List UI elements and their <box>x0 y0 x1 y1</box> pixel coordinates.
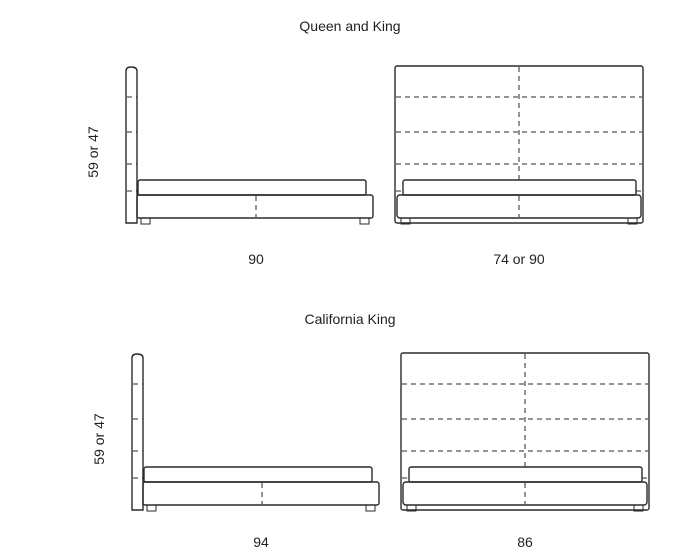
height-label: 59 or 47 <box>85 126 101 178</box>
front-width-label: 86 <box>517 534 533 550</box>
height-label: 59 or 47 <box>91 413 107 465</box>
side-length-label: 94 <box>253 534 269 550</box>
front-view-drawing <box>394 65 644 225</box>
section-california-king: California King 59 or 47 94 <box>91 311 650 550</box>
side-view-drawing <box>125 66 374 225</box>
section-title: Queen and King <box>299 18 400 34</box>
section-queen-king: Queen and King 59 or 47 90 <box>85 18 644 267</box>
front-view-drawing <box>400 352 650 512</box>
section-title: California King <box>304 311 395 327</box>
front-width-label: 74 or 90 <box>493 251 545 267</box>
side-length-label: 90 <box>248 251 264 267</box>
side-view-drawing <box>131 353 380 512</box>
